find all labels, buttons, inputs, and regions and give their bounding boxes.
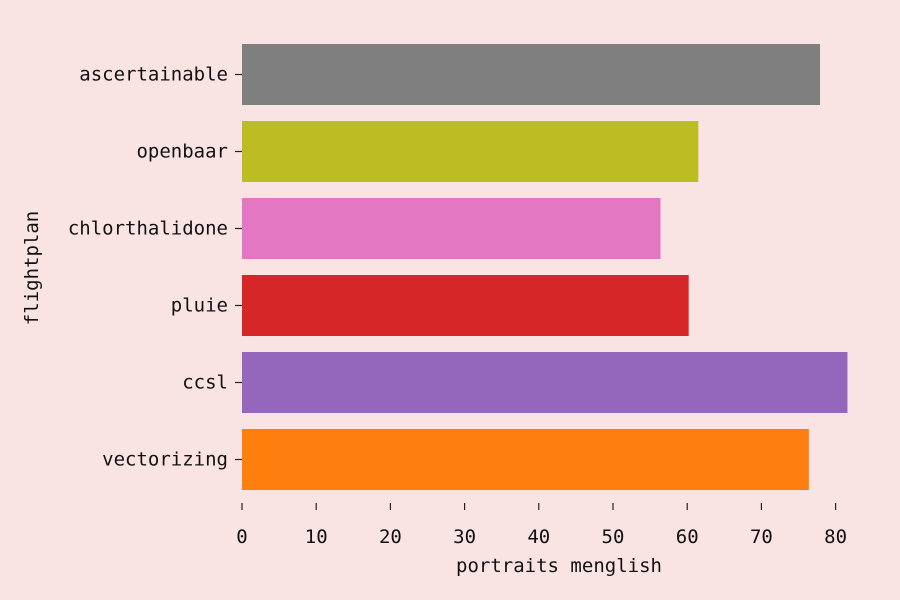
y-axis-ticks: ascertainable openbaar chlorthalidone pluie… xyxy=(68,64,242,471)
y-tick-label: ccsl xyxy=(182,372,228,394)
y-axis-label: flightplan xyxy=(21,211,43,325)
bar-ccsl xyxy=(242,352,848,413)
bar-vectorizing xyxy=(242,429,809,490)
bars-group xyxy=(242,44,848,490)
x-tick-label: 50 xyxy=(602,526,625,548)
bar-pluie xyxy=(242,275,689,336)
x-tick-label: 30 xyxy=(453,526,476,548)
y-tick-label: pluie xyxy=(171,295,228,317)
x-tick-label: 40 xyxy=(527,526,550,548)
x-tick-label: 60 xyxy=(676,526,699,548)
bar-openbaar xyxy=(242,121,699,182)
x-tick-label: 10 xyxy=(305,526,328,548)
y-tick-label: openbaar xyxy=(136,141,228,163)
x-tick-label: 80 xyxy=(824,526,847,548)
y-tick-label: ascertainable xyxy=(79,64,228,86)
bar-chlorthalidone xyxy=(242,198,661,259)
y-tick-label: chlorthalidone xyxy=(68,218,228,240)
bar-ascertainable xyxy=(242,44,821,105)
x-tick-label: 70 xyxy=(750,526,773,548)
x-axis-ticks: 0 10 20 30 40 50 60 70 80 xyxy=(236,503,847,548)
x-axis-label: portraits menglish xyxy=(456,555,662,577)
y-tick-label: vectorizing xyxy=(102,449,228,471)
x-tick-label: 20 xyxy=(379,526,402,548)
x-tick-label: 0 xyxy=(236,526,247,548)
